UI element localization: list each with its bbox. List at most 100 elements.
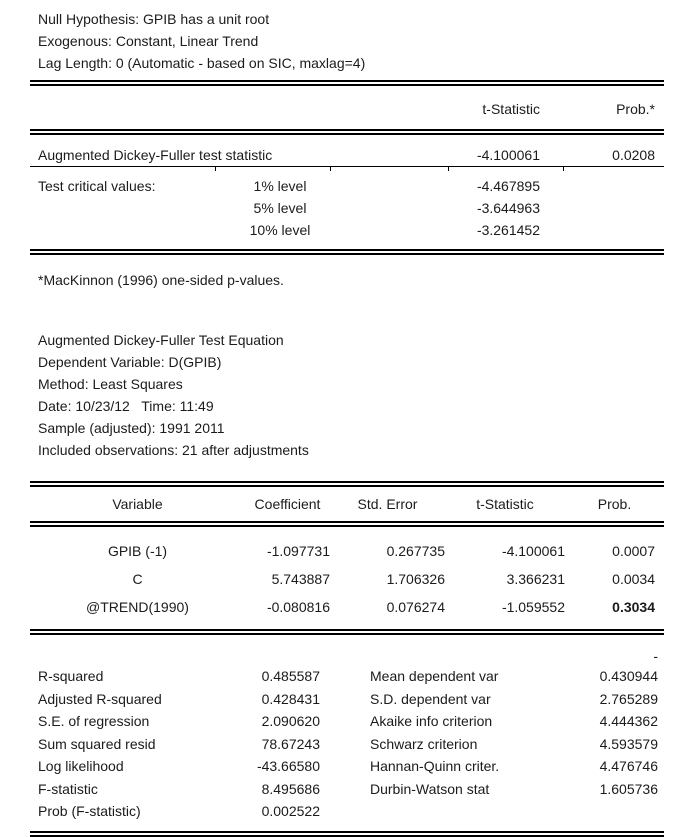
column-tick <box>448 167 449 171</box>
observations-line: Included observations: 21 after adjustme… <box>38 442 309 458</box>
spacer-cell <box>345 197 429 219</box>
row-divider-with-ticks <box>30 166 664 171</box>
divider <box>30 481 664 487</box>
spacer-cell <box>345 175 429 197</box>
variable-name: GPIB (-1) <box>107 543 168 559</box>
stat-value: 4.444362 <box>599 713 658 729</box>
spacer-cell <box>544 175 664 197</box>
critical-values-label: Test critical values: <box>38 178 156 194</box>
stat-value: 2.765289 <box>599 690 658 707</box>
critical-value-row: Test critical values: 1% level -4.467895 <box>30 175 664 197</box>
empty-header-cell <box>30 98 429 120</box>
mackinnon-footnote: *MacKinnon (1996) one-sided p-values. <box>38 272 284 288</box>
level-label: 1% level <box>253 178 307 194</box>
coefficient-row: @TREND(1990) -0.080816 0.076274 -1.05955… <box>30 593 664 621</box>
spacer-cell <box>320 665 370 688</box>
t-statistic-value: 3.366231 <box>506 571 565 587</box>
stat-label: S.D. dependent var <box>370 690 491 707</box>
coefficients-table-body: GPIB (-1) -1.097731 0.267735 -4.100061 0… <box>30 527 664 621</box>
stat-label: Durbin-Watson stat <box>370 780 490 797</box>
variable-name: C <box>132 571 143 587</box>
stat-label: Sum squared resid <box>38 735 156 752</box>
stat-value: 8.495686 <box>261 780 320 797</box>
spacer-cell <box>320 733 370 756</box>
prob-value: 0.3034 <box>612 599 655 615</box>
level-label: 5% level <box>253 200 307 216</box>
spacer-cell <box>320 710 370 733</box>
stat-label: Schwarz criterion <box>370 735 478 752</box>
stat-value: -43.66580 <box>256 758 320 774</box>
stat-label: F-statistic <box>38 780 98 797</box>
std-error-column-header: Std. Error <box>357 496 418 512</box>
divider <box>30 629 664 635</box>
null-hypothesis-line: Null Hypothesis: GPIB has a unit root <box>38 11 270 27</box>
lag-length-line: Lag Length: 0 (Automatic - based on SIC,… <box>38 55 366 71</box>
t-statistic-column-header: t-Statistic <box>476 496 534 512</box>
stat-label: Akaike info criterion <box>370 713 493 729</box>
prob-column-header: Prob. <box>597 496 632 512</box>
empty-cell <box>370 800 570 823</box>
std-error-value: 0.076274 <box>386 599 445 615</box>
stat-label: Log likelihood <box>38 758 124 774</box>
critical-value: -3.644963 <box>476 200 540 216</box>
divider <box>30 129 664 135</box>
critical-value: -3.261452 <box>476 222 540 238</box>
adf-prob-value: 0.0208 <box>612 147 655 163</box>
prob-column-header: Prob.* <box>616 101 655 117</box>
divider <box>30 249 664 255</box>
spacer-cell <box>320 800 370 823</box>
level-label: 10% level <box>249 222 311 238</box>
stray-dash: - <box>653 648 658 664</box>
stat-value: 1.605736 <box>599 780 658 797</box>
column-tick <box>330 167 331 171</box>
divider <box>30 830 664 837</box>
std-error-value: 1.706326 <box>386 571 445 587</box>
stat-value: 0.002522 <box>261 803 320 819</box>
critical-values-block: Test critical values: 1% level -4.467895… <box>30 175 664 241</box>
stat-value: 78.67243 <box>261 735 320 752</box>
critical-value: -4.467895 <box>476 178 540 194</box>
stat-label: Hannan-Quinn criter. <box>370 758 500 774</box>
equation-title: Augmented Dickey-Fuller Test Equation <box>38 332 284 348</box>
column-tick <box>215 167 216 171</box>
spacer-cell <box>30 219 215 241</box>
coefficient-value: 5.743887 <box>271 571 330 587</box>
adf-statistic-row: Augmented Dickey-Fuller test statistic -… <box>30 144 664 166</box>
t-statistic-column-header: t-Statistic <box>482 101 540 117</box>
stat-label: Mean dependent var <box>370 668 499 684</box>
stat-value: 4.476746 <box>599 758 658 774</box>
coefficient-value: -0.080816 <box>266 599 330 615</box>
exogenous-line: Exogenous: Constant, Linear Trend <box>38 33 259 49</box>
stat-value: 0.430944 <box>599 668 658 684</box>
adf-t-statistic-value: -4.100061 <box>476 147 540 163</box>
spacer-cell <box>544 219 664 241</box>
stat-label: S.E. of regression <box>38 713 150 729</box>
t-statistic-value: -4.100061 <box>501 543 565 559</box>
dependent-variable-line: Dependent Variable: D(GPIB) <box>38 354 222 370</box>
sample-line: Sample (adjusted): 1991 2011 <box>38 420 225 436</box>
test-header-block: Null Hypothesis: GPIB has a unit root Ex… <box>30 8 664 74</box>
t-statistic-value: -1.059552 <box>501 599 565 615</box>
stat-value: 4.593579 <box>599 735 658 752</box>
spacer-cell <box>320 778 370 801</box>
empty-cell <box>570 800 664 823</box>
coefficient-row: GPIB (-1) -1.097731 0.267735 -4.100061 0… <box>30 537 664 565</box>
spacer-cell <box>30 197 215 219</box>
spacer-cell <box>544 197 664 219</box>
prob-value: 0.0034 <box>612 571 655 587</box>
stat-value: 2.090620 <box>261 713 320 729</box>
variable-column-header: Variable <box>112 496 163 512</box>
divider <box>30 80 664 86</box>
spacer-cell <box>345 219 429 241</box>
column-tick <box>563 167 564 171</box>
adf-statistic-label: Augmented Dickey-Fuller test statistic <box>38 147 273 163</box>
spacer-cell <box>320 688 370 711</box>
coefficient-row: C 5.743887 1.706326 3.366231 0.0034 <box>30 565 664 593</box>
prob-value: 0.0007 <box>612 543 655 559</box>
summary-stats-table: R-squared 0.485587 Mean dependent var 0.… <box>30 665 664 823</box>
coefficient-column-header: Coefficient <box>254 496 321 512</box>
variable-name: @TREND(1990) <box>86 599 189 615</box>
stat-label: Prob (F-statistic) <box>38 803 141 819</box>
critical-value-row: 5% level -3.644963 <box>30 197 664 219</box>
